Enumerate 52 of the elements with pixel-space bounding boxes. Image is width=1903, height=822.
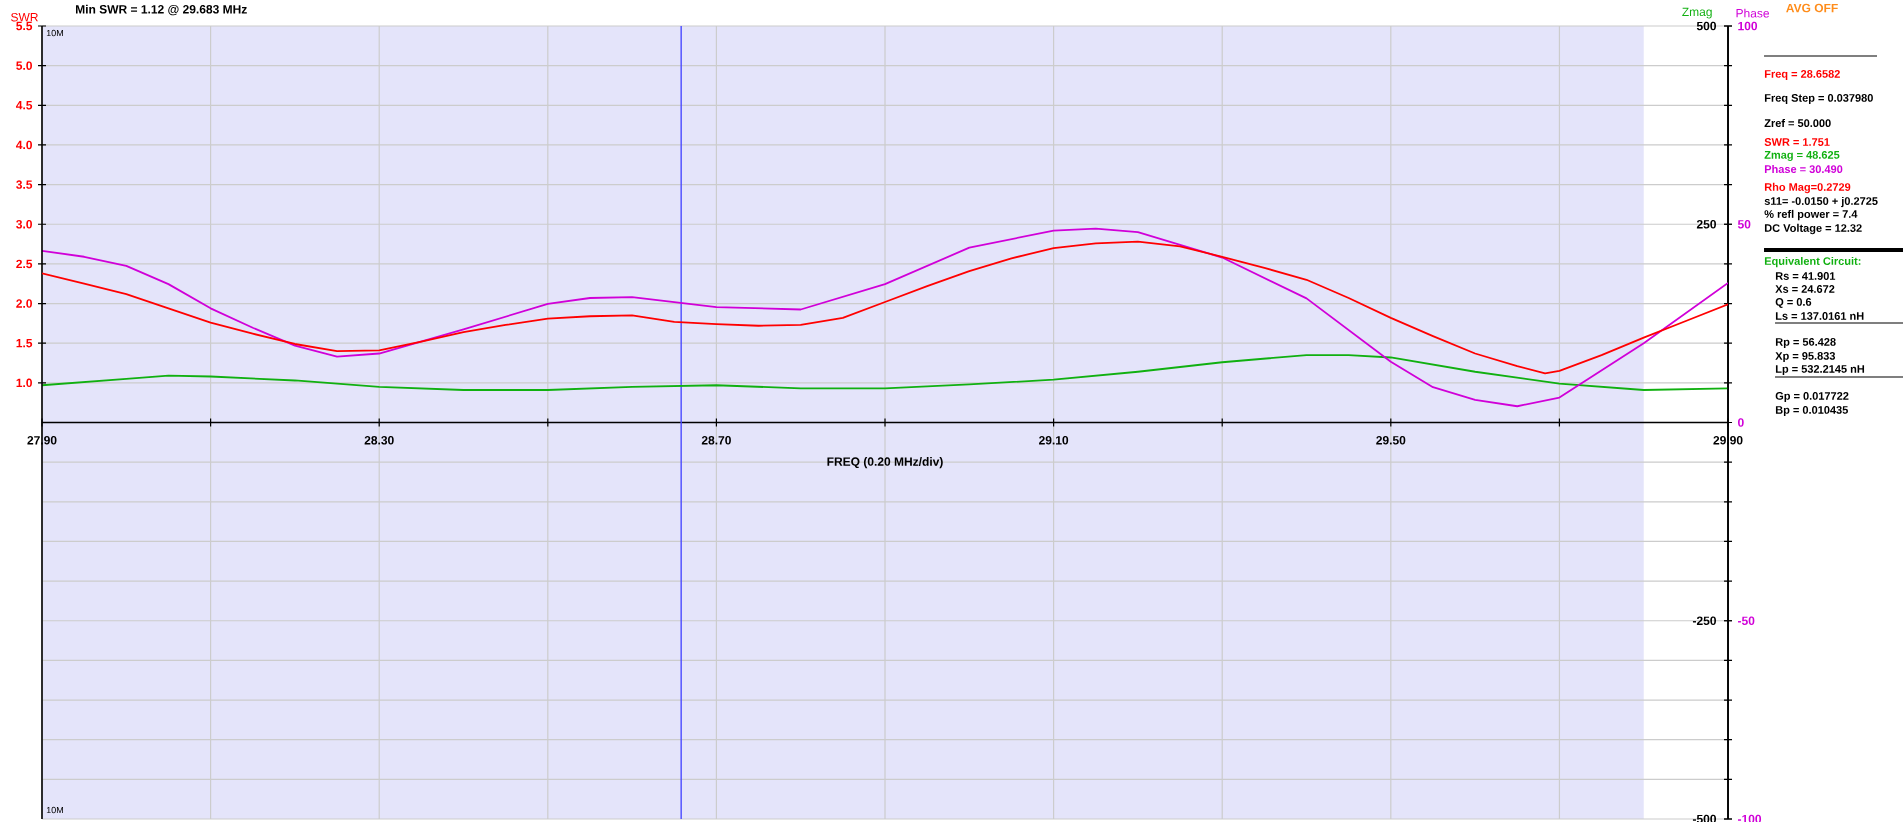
text: Bp = 0.010435: [1775, 406, 1848, 416]
y3-axis-title: Phase: [1736, 8, 1770, 18]
y2-tick-label: 500: [1696, 21, 1717, 31]
y-tick-label: 1.5: [16, 339, 33, 348]
line-series: [42, 240, 1729, 375]
y3-tick-label: 50: [1737, 220, 1751, 229]
y-axis-title: SWR: [11, 12, 38, 22]
text: DC Voltage = 12.32: [1764, 223, 1862, 235]
y-tick-label: 2.5: [16, 259, 33, 269]
text: Freq Step = 0.037980: [1764, 94, 1873, 104]
y-tick-label: 5.5: [16, 21, 33, 31]
y2-axis-title: Zmag: [1682, 7, 1712, 19]
y3-tick-label: 100: [1738, 21, 1758, 31]
y-tick-label: 3.0: [16, 220, 32, 229]
text: Rho Mag=0.2729: [1764, 182, 1851, 194]
text: Rs = 41.901: [1775, 272, 1836, 280]
annotation: 10M: [46, 806, 63, 814]
text: Zmag = 48.625: [1764, 150, 1840, 162]
text: Zref = 50.000: [1764, 118, 1831, 128]
y2-tick-label: 250: [1696, 220, 1717, 229]
text: SWR = 1.751: [1764, 138, 1830, 146]
x-tick-label: 29.10: [1039, 436, 1069, 445]
annotation: 10M: [46, 29, 63, 37]
text: Gp = 0.017722: [1775, 392, 1849, 402]
y3-tick-label: -50: [1738, 616, 1755, 626]
x-tick-label: 28.70: [701, 436, 731, 445]
text: Xs = 24.672: [1775, 285, 1835, 293]
text: Freq = 28.6582: [1764, 70, 1840, 80]
text: Rp = 56.428: [1775, 338, 1836, 348]
x-tick-label: 28.30: [364, 436, 394, 445]
line-series: [42, 354, 1729, 391]
chart-title: Min SWR = 1.12 @ 29.683 MHz: [76, 4, 247, 16]
text: % refl power = 7.4: [1764, 209, 1858, 221]
x-axis-title: FREQ (0.20 MHz/div): [827, 457, 943, 469]
text: Equivalent Circuit:: [1764, 256, 1861, 268]
x-tick-label: 29.50: [1376, 436, 1406, 445]
text: Lp = 532.2145 nH: [1775, 365, 1865, 375]
text: Phase = 30.490: [1764, 164, 1843, 174]
y-tick-label: 4.5: [15, 101, 33, 110]
text: s11= -0.0150 + j0.2725: [1764, 196, 1878, 208]
text: Q = 0.6: [1775, 298, 1812, 308]
y-tick-label: 5.0: [16, 61, 32, 70]
text: AVG OFF: [1786, 3, 1838, 13]
y-tick-label: 3.5: [16, 180, 33, 189]
text: Ls = 137.0161 nH: [1775, 312, 1864, 320]
y2-tick-label: -250: [1692, 616, 1717, 626]
y-tick-label: 4.0: [15, 140, 32, 150]
text: Xp = 95.833: [1775, 352, 1836, 362]
y-tick-label: 2.0: [16, 299, 32, 308]
y3-tick-label: 0: [1738, 418, 1744, 427]
y-tick-label: 1.0: [16, 378, 32, 388]
line-series: [42, 227, 1729, 408]
